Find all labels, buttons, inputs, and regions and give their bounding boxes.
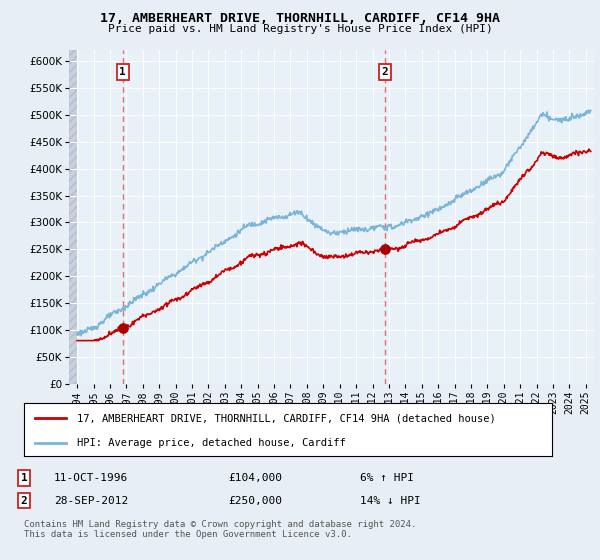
Polygon shape — [69, 50, 77, 384]
Text: 17, AMBERHEART DRIVE, THORNHILL, CARDIFF, CF14 9HA (detached house): 17, AMBERHEART DRIVE, THORNHILL, CARDIFF… — [77, 413, 496, 423]
Text: HPI: Average price, detached house, Cardiff: HPI: Average price, detached house, Card… — [77, 438, 346, 448]
Text: 28-SEP-2012: 28-SEP-2012 — [54, 496, 128, 506]
Text: £104,000: £104,000 — [228, 473, 282, 483]
Text: 1: 1 — [119, 67, 126, 77]
Text: 14% ↓ HPI: 14% ↓ HPI — [360, 496, 421, 506]
Text: 2: 2 — [381, 67, 388, 77]
Point — [118, 323, 128, 332]
Text: £250,000: £250,000 — [228, 496, 282, 506]
Polygon shape — [69, 50, 77, 384]
Text: 2: 2 — [20, 496, 28, 506]
Text: 6% ↑ HPI: 6% ↑ HPI — [360, 473, 414, 483]
Point — [380, 245, 389, 254]
Text: Contains HM Land Registry data © Crown copyright and database right 2024.
This d: Contains HM Land Registry data © Crown c… — [24, 520, 416, 539]
Text: 11-OCT-1996: 11-OCT-1996 — [54, 473, 128, 483]
Text: 17, AMBERHEART DRIVE, THORNHILL, CARDIFF, CF14 9HA: 17, AMBERHEART DRIVE, THORNHILL, CARDIFF… — [100, 12, 500, 25]
Text: Price paid vs. HM Land Registry's House Price Index (HPI): Price paid vs. HM Land Registry's House … — [107, 24, 493, 34]
Text: 1: 1 — [20, 473, 28, 483]
